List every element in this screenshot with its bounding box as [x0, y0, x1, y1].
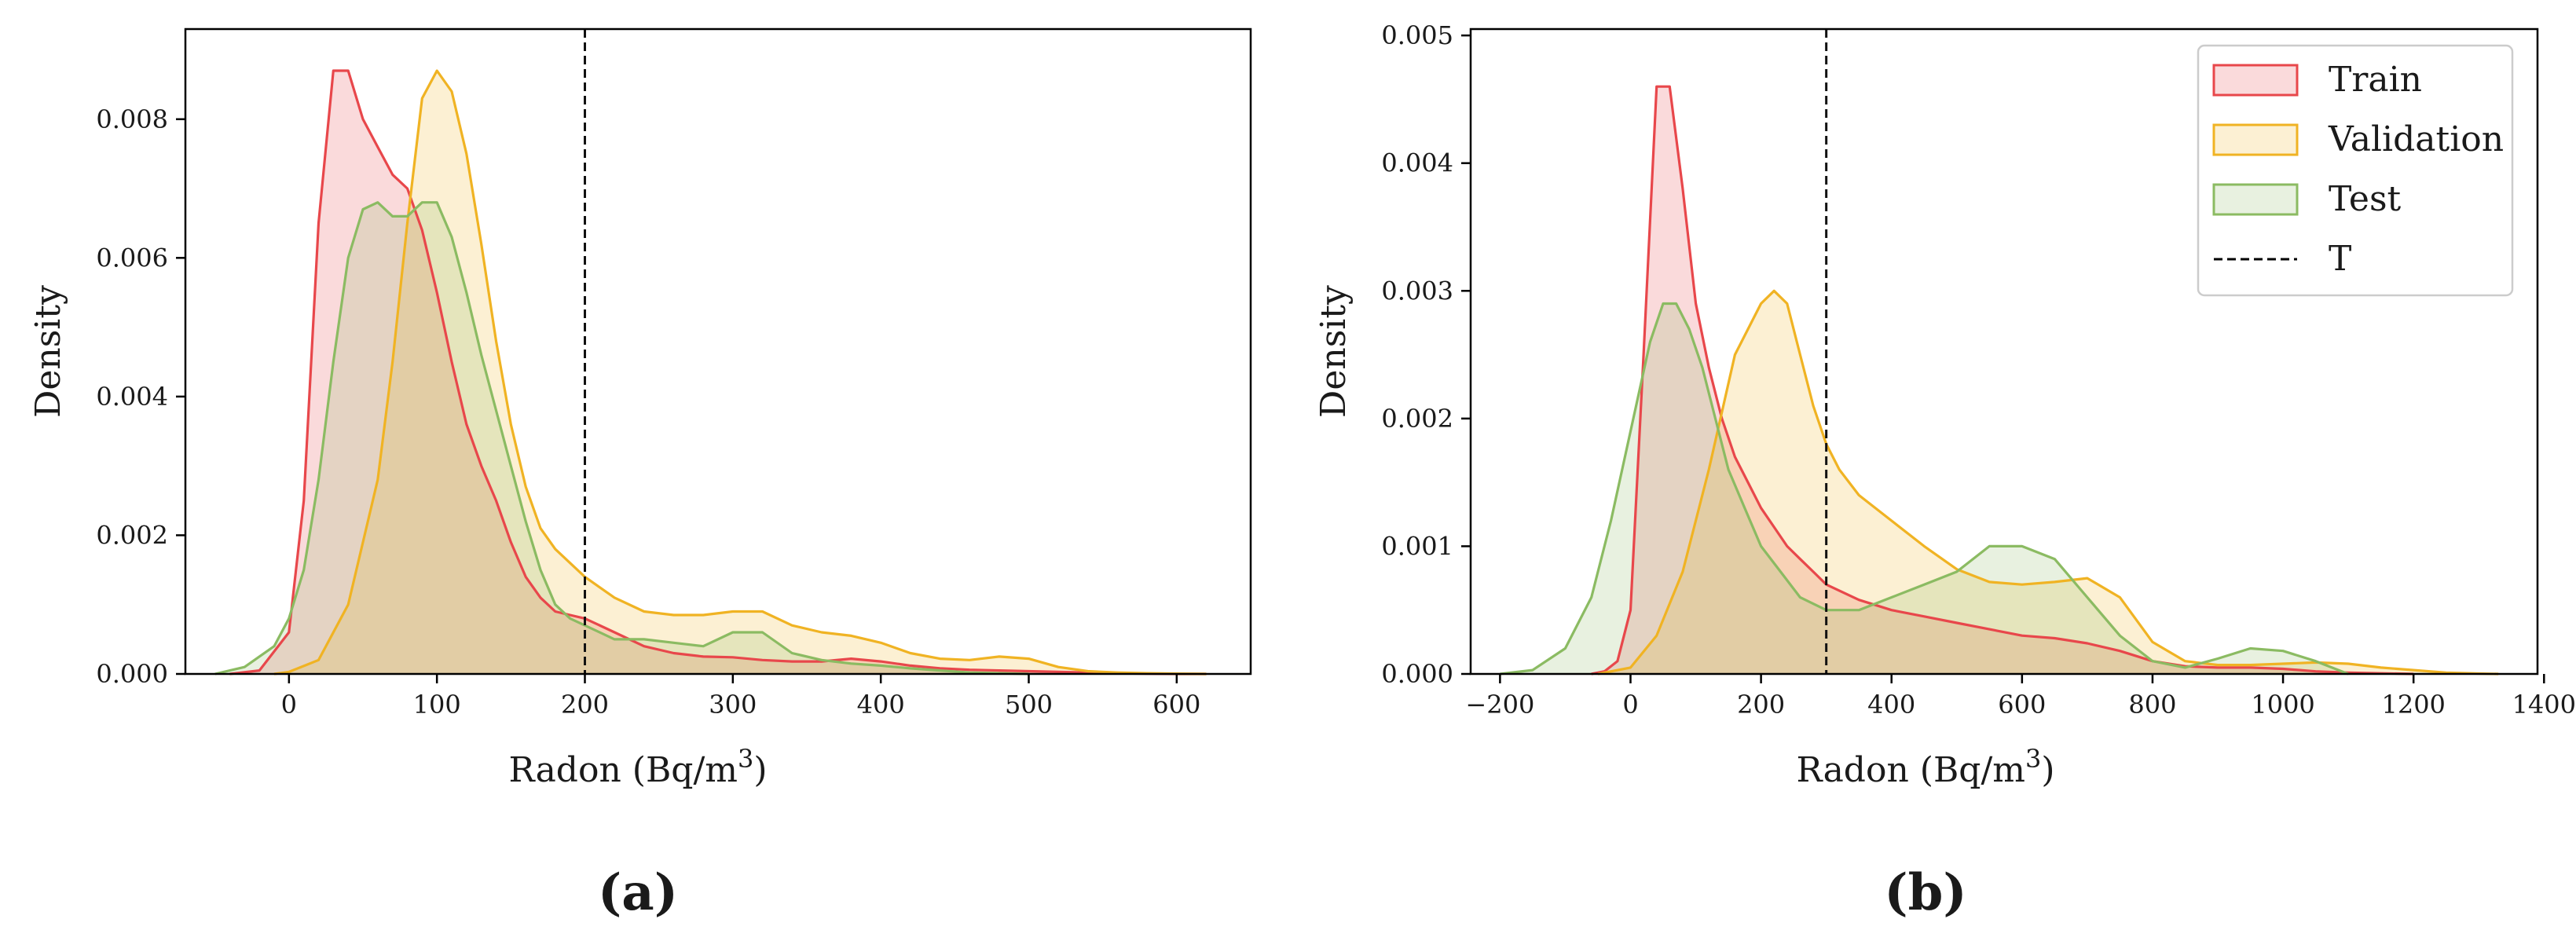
line-validation [273, 69, 1207, 676]
x-tick-label: −200 [1465, 690, 1534, 719]
y-tick-label: 0.006 [96, 243, 168, 273]
y-tick-label: 0.002 [1381, 404, 1453, 434]
area-train [229, 71, 1207, 674]
x-axis-label-close: ) [753, 750, 767, 790]
legend: Train Validation Test T [2197, 44, 2514, 297]
legend-label: T [2329, 239, 2351, 279]
x-tick-label: 300 [709, 690, 757, 719]
x-tick-label: 1400 [2512, 690, 2576, 719]
line-test [214, 201, 1029, 676]
panel-a: 0 100 200 300 400 500 600 0.000 0.002 0.004 0.006 0… [28, 27, 1252, 922]
y-tick-label: 0.000 [1381, 659, 1453, 689]
y-axis-label: Density [28, 285, 68, 418]
y-tick-label: 0.005 [1381, 20, 1453, 50]
subplot-label: (a) [598, 863, 678, 922]
y-tick-label: 0.008 [96, 104, 168, 134]
x-axis-label: Radon (Bq/m3) [1796, 744, 2054, 790]
legend-swatch-validation [2212, 123, 2299, 156]
y-tick-label: 0.004 [96, 382, 168, 412]
x-tick-label: 100 [413, 690, 461, 719]
line-train [229, 69, 1207, 676]
legend-label: Test [2329, 179, 2402, 219]
y-tick-label: 0.001 [1381, 531, 1453, 561]
x-tick-label: 600 [1152, 690, 1200, 719]
legend-label: Train [2329, 60, 2422, 100]
line-validation [1597, 289, 2499, 676]
legend-swatch-test [2212, 183, 2299, 216]
x-tick-label: 400 [1867, 690, 1915, 719]
x-tick-label: 200 [1737, 690, 1785, 719]
subplot-label: (b) [1884, 863, 1966, 922]
area-test [214, 202, 1029, 674]
x-axis-label-main: Radon (Bq/m [508, 750, 738, 790]
x-tick-label: 0 [281, 690, 297, 719]
y-tick-label: 0.004 [1381, 148, 1453, 178]
plot-frame [1469, 27, 2539, 676]
x-tick-label: 400 [857, 690, 905, 719]
legend-box [2197, 44, 2514, 297]
x-tick-label: 200 [561, 690, 609, 719]
x-tick-label: 0 [1622, 690, 1638, 719]
x-axis-label-close: ) [2041, 750, 2054, 790]
x-tick-label: 500 [1005, 690, 1053, 719]
x-tick-label: 600 [1998, 690, 2046, 719]
x-axis-label-main: Radon (Bq/m [1796, 750, 2025, 790]
legend-swatch-train [2212, 64, 2299, 97]
x-axis-label-sup: 3 [2025, 744, 2041, 774]
area-train [1591, 86, 2414, 674]
y-tick-label: 0.002 [96, 520, 168, 550]
x-axis-label-sup: 3 [738, 744, 753, 774]
panel-b: −200 0 200 400 600 800 1000 1200 1400 0.000 0.001 0… [1314, 20, 2576, 922]
legend-label: Validation [2328, 119, 2504, 159]
x-tick-label: 1200 [2381, 690, 2445, 719]
area-test [1500, 303, 2349, 674]
x-axis-label: Radon (Bq/m3) [508, 744, 767, 790]
x-tick-label: 1000 [2251, 690, 2314, 719]
line-test [1500, 302, 2349, 676]
area-validation [274, 71, 1207, 674]
plot-frame [184, 27, 1252, 676]
area-validation [1598, 291, 2499, 674]
y-tick-label: 0.000 [96, 659, 168, 689]
y-axis-label: Density [1314, 285, 1354, 418]
y-tick-label: 0.003 [1381, 276, 1453, 306]
x-tick-label: 800 [2128, 690, 2176, 719]
